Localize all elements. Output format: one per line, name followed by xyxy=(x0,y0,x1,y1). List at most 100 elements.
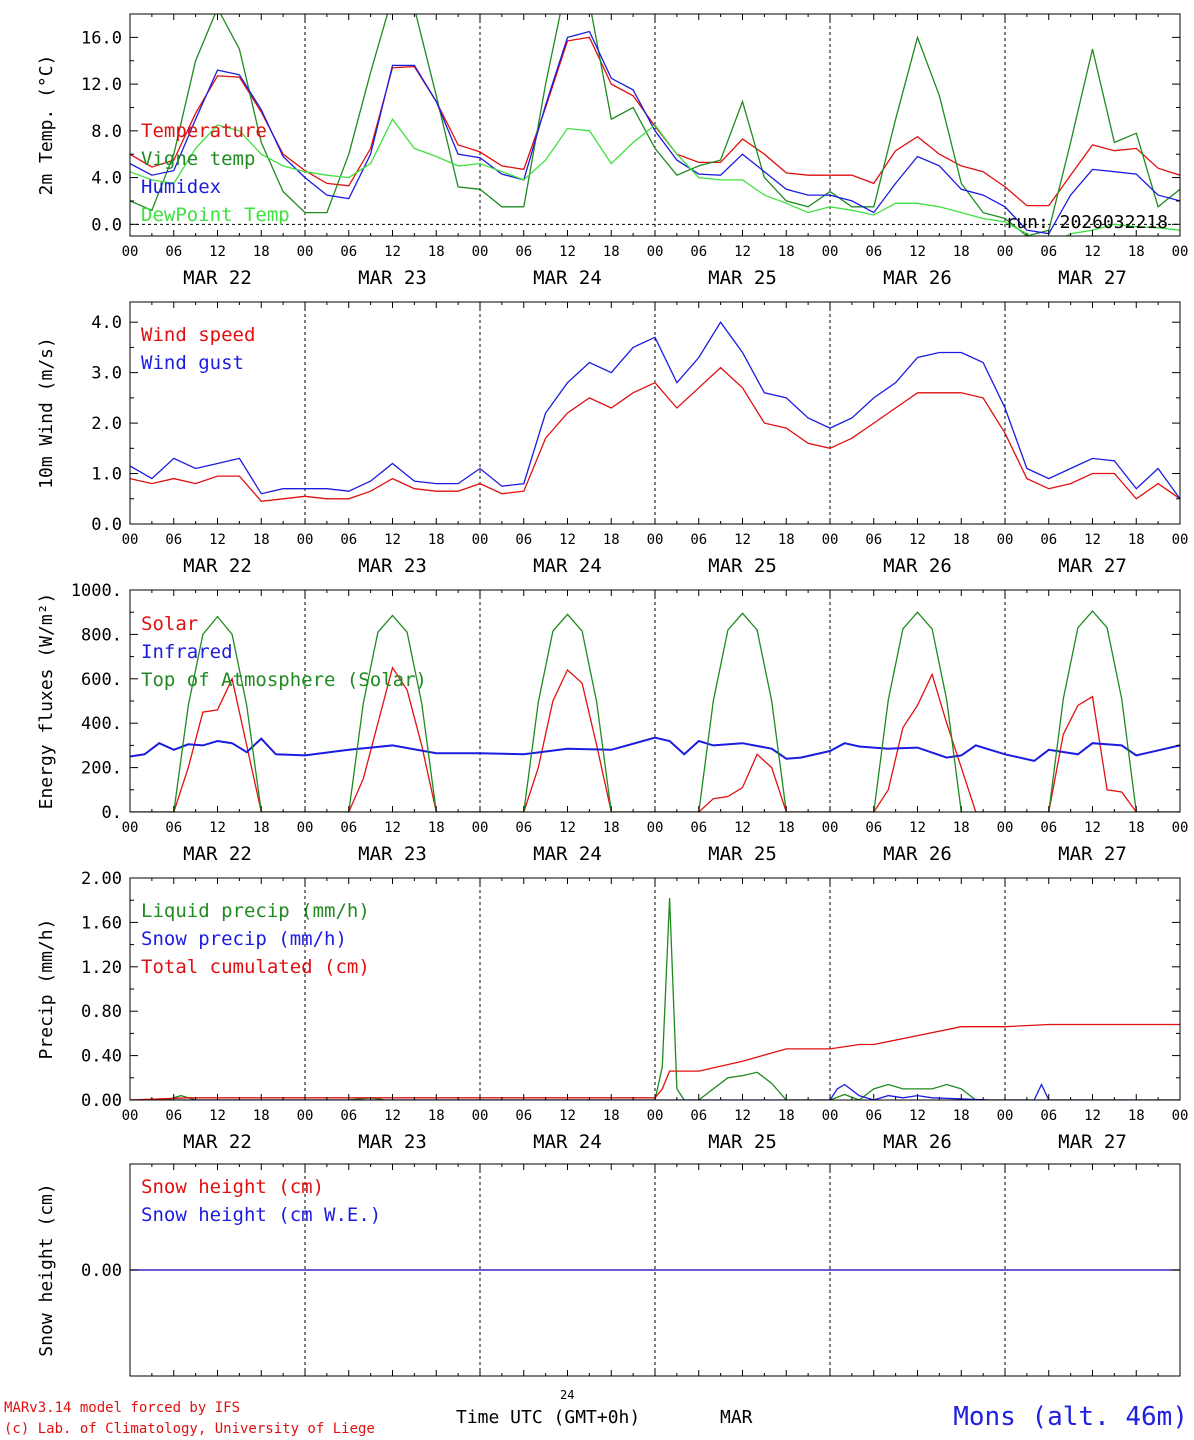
x-hour-label: 06 xyxy=(1040,532,1057,548)
x-hour-label: 00 xyxy=(297,1108,314,1124)
x-hour-label: 06 xyxy=(165,820,182,836)
x-day-label: MAR 22 xyxy=(183,843,252,865)
x-hour-label: 00 xyxy=(472,244,489,260)
legend-entry: Solar xyxy=(141,613,198,635)
y-tick-label: 4.0 xyxy=(91,169,122,189)
x-hour-label: 18 xyxy=(1128,1108,1145,1124)
y-tick-label: 8.0 xyxy=(91,122,122,142)
y-tick-label: 1000. xyxy=(71,581,122,601)
x-axis-label: Time UTC (GMT+0h) xyxy=(456,1407,641,1428)
x-hour-label: 18 xyxy=(428,1108,445,1124)
x-hour-label: 00 xyxy=(297,820,314,836)
legend-entry: Total cumulated (cm) xyxy=(141,956,370,978)
x-hour-label: 00 xyxy=(997,1108,1014,1124)
x-hour-label: 06 xyxy=(690,532,707,548)
x-hour-label: 12 xyxy=(1084,532,1101,548)
x-hour-label: 00 xyxy=(647,532,664,548)
x-hour-label: 12 xyxy=(559,244,576,260)
x-hour-label: 00 xyxy=(997,532,1014,548)
x-day-label: MAR 23 xyxy=(358,1131,427,1153)
x-hour-label: 18 xyxy=(603,532,620,548)
legend-entry: Snow height (cm) xyxy=(141,1176,324,1198)
x-hour-label: 00 xyxy=(997,820,1014,836)
x-hour-label: 00 xyxy=(122,244,139,260)
x-day-label: MAR 25 xyxy=(708,555,777,577)
series-line-snow-precip-mm-h- xyxy=(130,1082,1180,1100)
x-hour-label: 06 xyxy=(690,820,707,836)
x-hour-label: 18 xyxy=(778,532,795,548)
legend-entry: DewPoint Temp xyxy=(141,204,290,226)
x-hour-label: 12 xyxy=(734,820,751,836)
run-label: run: 2026032218 xyxy=(1005,212,1168,233)
x-day-label: MAR 26 xyxy=(883,555,952,577)
legend-entry: Wind gust xyxy=(141,352,244,374)
x-day-label: MAR 25 xyxy=(708,1131,777,1153)
x-hour-label: 12 xyxy=(559,1108,576,1124)
x-hour-label: 06 xyxy=(865,532,882,548)
y-tick-label: 200. xyxy=(81,759,122,779)
x-hour-label: 06 xyxy=(865,244,882,260)
x-hour-label: 12 xyxy=(384,820,401,836)
y-tick-label: 16.0 xyxy=(81,28,122,48)
x-day-label: MAR 24 xyxy=(533,1131,602,1153)
x-day-label: MAR 24 xyxy=(533,843,602,865)
x-hour-label: 12 xyxy=(384,244,401,260)
x-day-label: MAR 23 xyxy=(358,267,427,289)
x-day-label: MAR 27 xyxy=(1058,267,1127,289)
y-tick-label: 2.0 xyxy=(91,414,122,434)
legend-entry: Snow height (cm W.E.) xyxy=(141,1204,381,1226)
x-day-label: MAR 22 xyxy=(183,1131,252,1153)
x-hour-label: 18 xyxy=(603,1108,620,1124)
x-day-label: MAR 25 xyxy=(708,267,777,289)
x-hour-label: 06 xyxy=(690,1108,707,1124)
x-hour-label: 18 xyxy=(1128,820,1145,836)
legend-entry: Top of Atmosphere (Solar) xyxy=(141,669,427,691)
x-day-label: MAR 24 xyxy=(533,267,602,289)
x-hour-label: 12 xyxy=(734,244,751,260)
x-hour-label: 12 xyxy=(909,820,926,836)
x-hour-label: 00 xyxy=(1172,820,1189,836)
x-hour-label: 18 xyxy=(953,532,970,548)
x-hour-label: 00 xyxy=(297,532,314,548)
legend-entry: Temperature xyxy=(141,120,267,142)
series-line-dewpoint-temp xyxy=(130,117,1180,236)
y-axis-label: Snow height (cm) xyxy=(36,1183,57,1356)
x-hour-label: 18 xyxy=(778,820,795,836)
x-hour-label: 06 xyxy=(1040,1108,1057,1124)
x-hour-label: 00 xyxy=(122,1108,139,1124)
x-hour-label: 18 xyxy=(428,532,445,548)
x-hour-label: 00 xyxy=(822,1108,839,1124)
y-tick-label: 600. xyxy=(81,670,122,690)
panel-2: 0.0 1.0 2.0 3.0 4.0 10m Wind (m/s) 00 06 12 18 00 0… xyxy=(36,301,1188,577)
x-hour-label: 12 xyxy=(909,1108,926,1124)
x-hour-label: 06 xyxy=(165,244,182,260)
x-hour-label: 00 xyxy=(472,532,489,548)
xlabel-day: 24 xyxy=(560,1388,575,1402)
x-hour-label: 12 xyxy=(1084,1108,1101,1124)
model-credit: MARv3.14 model forced by IFS xyxy=(4,1400,241,1416)
x-hour-label: 00 xyxy=(472,820,489,836)
x-hour-label: 18 xyxy=(778,1108,795,1124)
x-hour-label: 18 xyxy=(253,820,270,836)
y-tick-label: 1.20 xyxy=(81,958,122,978)
legend-entry: Vigne temp xyxy=(141,148,255,170)
x-day-label: MAR 24 xyxy=(533,555,602,577)
y-tick-label: 1.0 xyxy=(91,465,122,485)
y-axis-label: 2m Temp. (°C) xyxy=(36,55,57,196)
y-tick-label: 12.0 xyxy=(81,75,122,95)
x-hour-label: 06 xyxy=(515,532,532,548)
y-tick-label: 0.00 xyxy=(81,1091,122,1111)
x-hour-label: 06 xyxy=(515,820,532,836)
series-line-total-cumulated-cm- xyxy=(130,1023,1180,1100)
x-day-label: MAR 23 xyxy=(358,555,427,577)
x-hour-label: 00 xyxy=(647,244,664,260)
panel-4: 0.00 0.40 0.80 1.20 1.60 2.00 Precip (mm/h) 00 0… xyxy=(36,869,1188,1153)
x-hour-label: 06 xyxy=(865,820,882,836)
y-tick-label: 0.0 xyxy=(91,515,122,535)
x-hour-label: 06 xyxy=(1040,244,1057,260)
x-day-label: MAR 22 xyxy=(183,267,252,289)
panel-1: 0.0 4.0 8.0 12.0 16.0 2m Temp. (°C) 00 06 12 18 00… xyxy=(36,13,1188,289)
x-hour-label: 06 xyxy=(515,1108,532,1124)
y-tick-label: 0.0 xyxy=(91,215,122,235)
y-axis-label: 10m Wind (m/s) xyxy=(36,337,57,489)
